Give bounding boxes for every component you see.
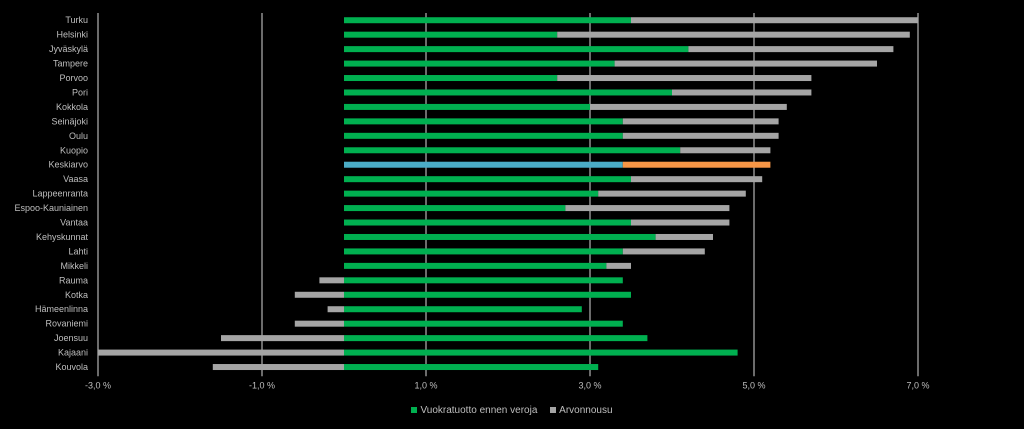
chart: -3,0 % -1,0 % 1,0 % 3,0 % 5,0 % 7,0 % Turku Hel… [14, 13, 930, 390]
bar-value-growth-helsinki [557, 31, 910, 38]
category-label: Keskiarvo [48, 160, 88, 170]
category-label: Pori [72, 87, 88, 97]
bar-rental-yield-vaasa [344, 176, 631, 183]
bar-rental-yield-pori [344, 89, 672, 96]
bar-rental-yield-keskiarvo [344, 161, 623, 168]
bar-rental-yield-kotka [344, 291, 631, 298]
bar-rental-yield-rovaniemi [344, 320, 623, 327]
legend-swatch-value-growth [550, 407, 557, 413]
bar-rental-yield-lappeenranta [344, 190, 599, 197]
x-tick-label: -3,0 % [85, 380, 111, 390]
bar-rental-yield-rauma [344, 277, 623, 284]
bar-rental-yield-kokkola [344, 103, 590, 110]
bar-value-growth-kajaani [98, 349, 344, 356]
bar-rental-yield-oulu [344, 132, 623, 139]
x-tick-label: 1,0 % [414, 380, 437, 390]
bar-value-growth-seinajoki [622, 118, 779, 125]
bar-value-growth-hameenlinna [327, 306, 344, 313]
legend-swatch-rental-yield [411, 407, 418, 413]
bar-value-growth-kuopio [680, 147, 771, 154]
category-label: Lahti [68, 246, 88, 256]
category-label: Tampere [53, 59, 88, 69]
legend-label-rental-yield: Vuokratuotto ennen veroja [420, 405, 538, 416]
legend-item-value-growth: Arvonnousu [550, 405, 613, 416]
bar-rental-yield-tampere [344, 60, 615, 67]
bar-value-growth-kotka [294, 291, 344, 298]
category-label: Espoo-Kauniainen [14, 203, 88, 213]
category-label: Turku [65, 15, 88, 25]
bar-value-growth-oulu [622, 132, 779, 139]
bar-rental-yield-kajaani [344, 349, 738, 356]
bar-rental-yield-kuopio [344, 147, 681, 154]
category-label: Vantaa [60, 218, 88, 228]
bar-value-growth-kokkola [590, 103, 787, 110]
bar-value-growth-porvoo [557, 75, 812, 82]
legend: Vuokratuotto ennen veroja Arvonnousu [0, 405, 1024, 416]
bar-value-growth-tampere [614, 60, 877, 67]
x-tick-label: -1,0 % [249, 380, 275, 390]
category-label: Kuopio [60, 145, 88, 155]
bar-value-growth-joensuu [221, 335, 344, 342]
category-label: Mikkeli [60, 261, 88, 271]
legend-label-value-growth: Arvonnousu [559, 405, 613, 416]
bar-rental-yield-helsinki [344, 31, 558, 38]
bar-rental-yield-espoo-kauniainen [344, 205, 566, 212]
bar-rental-yield-hameenlinna [344, 306, 582, 313]
x-tick-label: 3,0 % [578, 380, 601, 390]
category-label: Kokkola [56, 102, 88, 112]
category-label: Porvoo [59, 73, 88, 83]
category-label: Kouvola [55, 362, 88, 372]
category-label: Lappeenranta [32, 189, 88, 199]
bar-rental-yield-seinajoki [344, 118, 623, 125]
bar-rental-yield-lahti [344, 248, 623, 255]
category-label: Rauma [59, 275, 88, 285]
bar-value-growth-vaasa [631, 176, 763, 183]
bar-value-growth-turku [631, 17, 918, 24]
category-label: Jyväskylä [49, 44, 88, 54]
bar-value-growth-rovaniemi [294, 320, 344, 327]
x-tick-label: 7,0 % [906, 380, 929, 390]
category-label: Kehyskunnat [36, 232, 89, 242]
category-label: Oulu [69, 131, 88, 141]
bar-value-growth-keskiarvo [622, 161, 771, 168]
category-label: Kotka [65, 290, 88, 300]
bar-rental-yield-kehyskunnat [344, 233, 656, 240]
bar-value-growth-lahti [622, 248, 705, 255]
category-label: Hämeenlinna [35, 304, 88, 314]
bar-rental-yield-mikkeli [344, 262, 607, 269]
legend-item-rental-yield: Vuokratuotto ennen veroja [411, 405, 537, 416]
bar-value-growth-mikkeli [606, 262, 631, 269]
bar-value-growth-rauma [319, 277, 344, 284]
bar-rental-yield-vantaa [344, 219, 631, 226]
bar-rental-yield-turku [344, 17, 631, 24]
category-label: Rovaniemi [45, 319, 88, 329]
bar-value-growth-jyvaskyla [688, 46, 894, 53]
bar-rental-yield-porvoo [344, 75, 558, 82]
bar-value-growth-kouvola [212, 364, 344, 371]
category-label: Helsinki [56, 30, 88, 40]
x-tick-label: 5,0 % [742, 380, 765, 390]
bar-value-growth-vantaa [631, 219, 730, 226]
bar-value-growth-pori [672, 89, 812, 96]
bar-value-growth-kehyskunnat [655, 233, 713, 240]
bar-value-growth-lappeenranta [598, 190, 746, 197]
bar-rental-yield-joensuu [344, 335, 648, 342]
bar-rental-yield-kouvola [344, 364, 599, 371]
bar-rental-yield-jyvaskyla [344, 46, 689, 53]
category-label: Vaasa [63, 174, 88, 184]
category-label: Joensuu [54, 333, 88, 343]
category-label: Kajaani [58, 348, 88, 358]
category-label: Seinäjoki [51, 116, 88, 126]
bar-value-growth-espoo-kauniainen [565, 205, 730, 212]
